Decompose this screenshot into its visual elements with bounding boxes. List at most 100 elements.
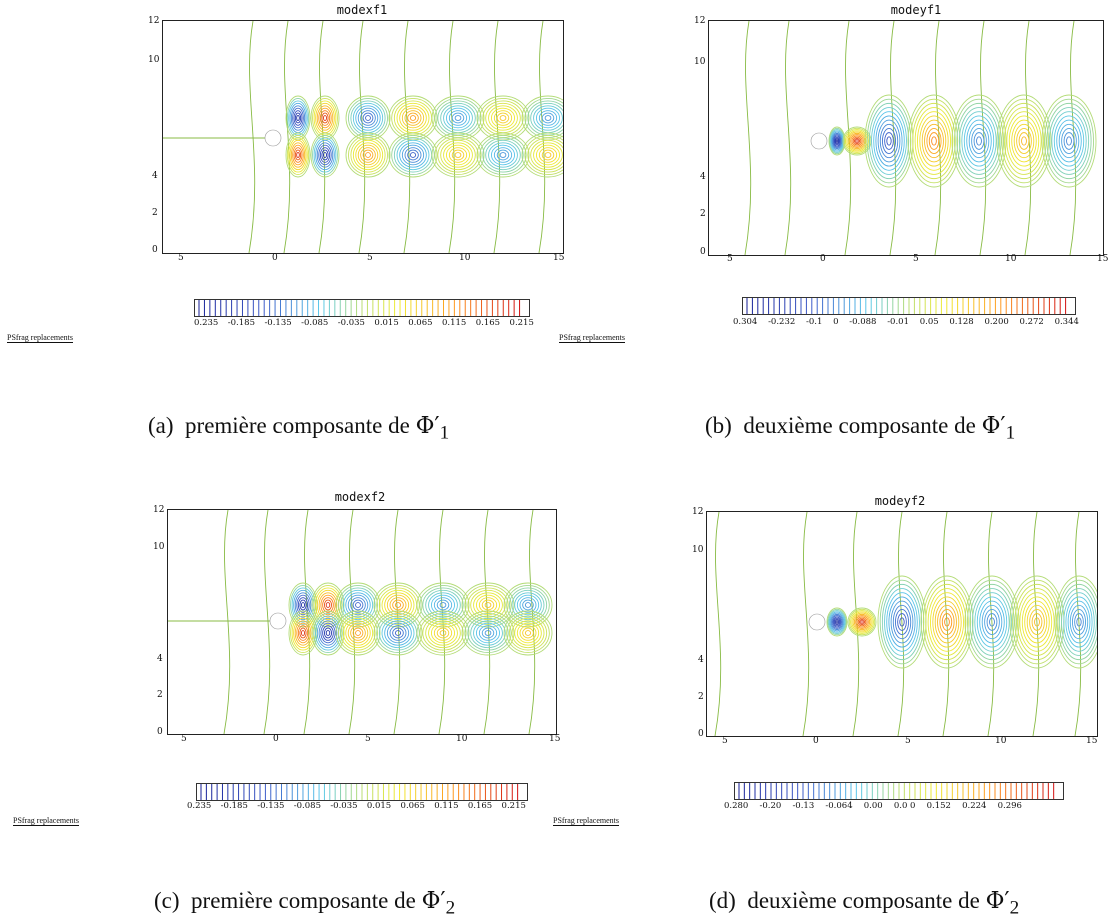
colorbar-tick-label: 0.272: [1019, 317, 1044, 327]
psfrag-label: PSfrag replacements: [7, 333, 73, 343]
y-tick: 12: [153, 505, 165, 515]
caption-label: (a): [148, 413, 174, 438]
y-tick: 2: [698, 692, 704, 702]
y-tick: 0: [157, 727, 163, 737]
colorbar-tick-label: 0.215: [501, 801, 526, 811]
colorbar-tick-label: -0.085: [301, 318, 329, 328]
contour-field: [168, 510, 553, 734]
colorbar-labels: 0.235 -0.185 -0.135 -0.085 -0.035 0.015 0.065 0…: [194, 318, 534, 328]
colorbar-tick-label: 0.344: [1054, 317, 1079, 327]
colorbar-tick-label: 0.0 0: [893, 801, 916, 811]
caption: (d) deuxième composante de Φ′2: [709, 888, 1019, 920]
x-tick: 10: [459, 253, 471, 263]
caption-sub: 1: [1005, 422, 1016, 444]
colorbar: [196, 783, 528, 801]
x-tick: 0: [272, 253, 278, 263]
colorbar-tick-label: 0.115: [441, 318, 467, 328]
colorbar-tick-label: 0.115: [434, 801, 459, 811]
colorbar-tick-label: -0.085: [293, 801, 321, 811]
y-tick: 10: [153, 542, 165, 552]
colorbar-tick-label: 0.165: [467, 801, 493, 811]
x-tick: 5: [365, 734, 371, 744]
y-tick: 12: [148, 16, 160, 26]
colorbar-tick-label: -0.064: [825, 801, 853, 811]
colorbar-tick-label: 0.165: [475, 318, 501, 328]
caption-symbol: Φ′: [981, 413, 1006, 439]
colorbar-tick-label: -0.135: [264, 318, 292, 328]
caption-label: (c): [154, 888, 180, 913]
contour-field: [163, 21, 563, 253]
x-tick: 15: [549, 734, 561, 744]
caption-sub: 2: [1009, 897, 1020, 919]
colorbar-tick-label: -0.088: [849, 317, 877, 327]
colorbar-tick-label: 0.235: [194, 318, 219, 328]
caption-text: deuxième composante de: [747, 888, 980, 913]
y-tick: 2: [700, 209, 706, 219]
psfrag-label: PSfrag replacements: [553, 816, 619, 826]
colorbar-tick-label: -0.232: [768, 317, 796, 327]
colorbar-tick-label: 0.296: [997, 801, 1022, 811]
colorbar-tick-label: -0.13: [792, 801, 815, 811]
y-tick: 4: [698, 655, 704, 665]
colorbar-tick-label: 0.128: [949, 317, 974, 327]
plot-title: modeyf2: [874, 494, 926, 508]
x-tick: 5: [178, 253, 184, 263]
colorbar-labels: 0.235 -0.185 -0.135 -0.085 -0.035 0.015 0.065 0…: [187, 801, 526, 811]
x-tick: 5: [913, 254, 919, 264]
x-tick: 5: [722, 736, 728, 746]
psfrag-label: PSfrag replacements: [559, 333, 625, 343]
colorbar-tick-label: -0.20: [759, 801, 782, 811]
x-tick: 5: [727, 254, 733, 264]
x-tick: 15: [1086, 736, 1098, 746]
y-tick: 2: [152, 208, 158, 218]
colorbar: [734, 782, 1064, 800]
y-tick: 4: [152, 171, 158, 181]
caption: (b) deuxième composante de Φ′1: [705, 413, 1015, 445]
y-tick: 0: [152, 245, 158, 255]
x-tick: 5: [367, 253, 373, 263]
caption-sub: 2: [445, 897, 456, 919]
caption: (a) première composante de Φ′1: [148, 413, 449, 445]
contour-field: [714, 512, 1097, 736]
caption-text: deuxième composante de: [743, 413, 976, 438]
contour-plot: [706, 511, 1098, 737]
x-tick: 0: [820, 254, 826, 264]
contour-field: [744, 21, 1097, 255]
y-tick: 4: [700, 172, 706, 182]
colorbar-tick-label: 0.304: [733, 317, 758, 327]
colorbar-tick-label: 0.215: [509, 318, 534, 328]
caption-text: première composante de: [185, 413, 410, 438]
colorbar-labels: 0.304 -0.232 -0.1 0 -0.088 -0.01 0.05 0.128 0.20…: [733, 317, 1079, 327]
colorbar-tick-label: 0.280: [724, 801, 749, 811]
x-tick: 5: [181, 734, 187, 744]
colorbar-tick-label: 0.065: [408, 318, 433, 328]
y-tick: 12: [694, 16, 706, 26]
colorbar-tick-label: 0: [833, 317, 839, 327]
y-tick: 0: [700, 247, 706, 257]
caption-symbol: Φ′: [415, 413, 440, 439]
plot-title: modeyf1: [890, 3, 942, 17]
colorbar: [194, 299, 530, 317]
colorbar-tick-label: 0.015: [366, 801, 392, 811]
colorbar-tick-label: -0.185: [220, 801, 248, 811]
x-tick: 10: [1005, 254, 1017, 264]
colorbar-tick-label: -0.1: [806, 317, 823, 327]
colorbar-tick-label: 0.065: [400, 801, 425, 811]
plot-title: modexf1: [336, 3, 388, 17]
colorbar-labels: 0.280 -0.20 -0.13 -0.064 0.00 0.0 0 0.152 0.224…: [724, 801, 1022, 811]
psfrag-label: PSfrag replacements: [13, 816, 79, 826]
y-tick: 10: [694, 57, 706, 67]
y-tick: 4: [157, 654, 163, 664]
colorbar-tick-label: 0.224: [962, 801, 987, 811]
colorbar-tick-label: 0.05: [919, 317, 939, 327]
x-tick: 10: [995, 736, 1007, 746]
colorbar-tick-label: 0.152: [926, 801, 951, 811]
colorbar-tick-label: 0.015: [374, 318, 399, 328]
x-tick: 15: [553, 253, 565, 263]
caption-label: (b): [705, 413, 732, 438]
colorbar-tick-label: -0.185: [227, 318, 255, 328]
contour-plot: [708, 20, 1104, 256]
caption-symbol: Φ′: [421, 888, 446, 914]
colorbar-tick-label: 0.200: [984, 317, 1009, 327]
y-tick: 10: [148, 55, 160, 65]
